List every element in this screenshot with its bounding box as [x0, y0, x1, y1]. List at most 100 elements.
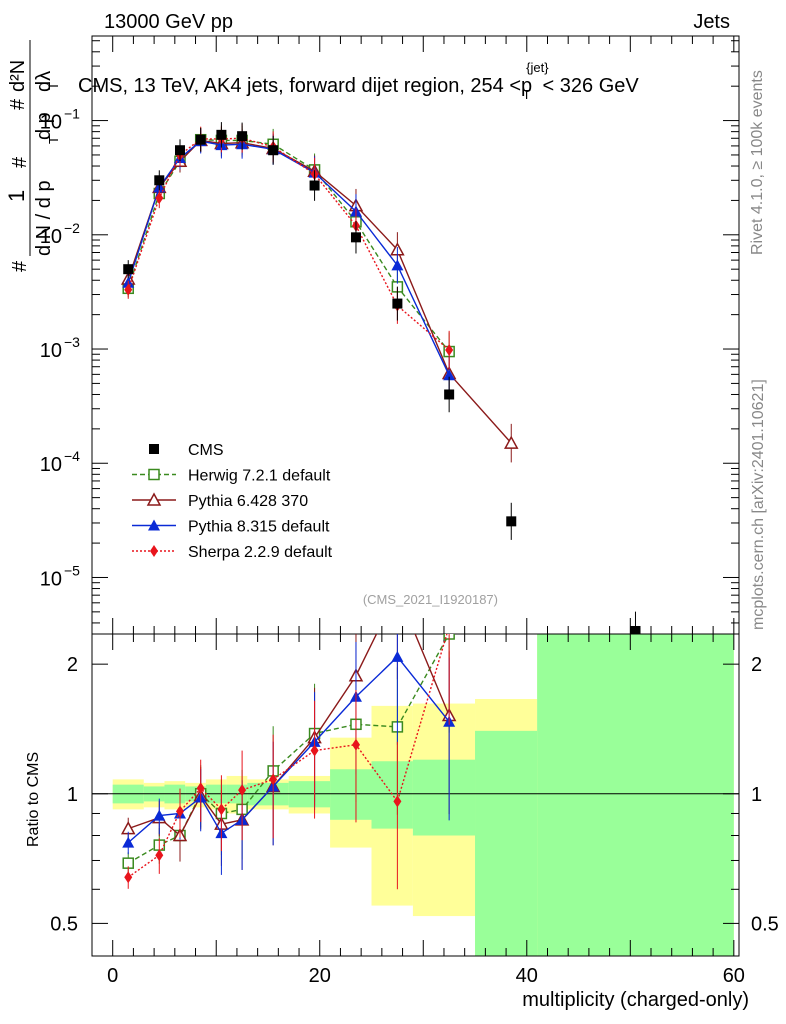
ylabel-dp-T: T — [46, 82, 61, 90]
series-pythia-8-315-default — [122, 128, 456, 395]
ratio-y-tick-label-right: 2 — [751, 654, 762, 676]
watermark-text: (CMS_2021_I1920187) — [363, 592, 498, 607]
data-point — [155, 191, 164, 204]
data-point — [392, 298, 403, 309]
ratio-y-tick-label-right: 0.5 — [751, 913, 779, 935]
main-panel: 10−510−410−310−210−1 CMS, 13 TeV, AK4 je… — [4, 35, 740, 635]
ylabel-one: 1 — [4, 190, 29, 202]
ratio-data-point — [155, 849, 164, 862]
x-tick-label: 0 — [107, 965, 118, 987]
x-tick-label: 40 — [516, 965, 538, 987]
main-title: CMS, 13 TeV, AK4 jets, forward dijet reg… — [78, 60, 639, 102]
main-y-tick-label: 10 — [40, 568, 62, 590]
ylabel-hash-3: # — [7, 98, 29, 110]
main-y-tick-label-exponent: −2 — [64, 220, 80, 236]
legend-entry-cms: CMS — [149, 442, 224, 459]
ylabel-hash: # — [9, 260, 31, 272]
energy-label: 13000 GeV pp — [104, 11, 233, 33]
legend-marker — [146, 492, 162, 506]
ratio-uncertainty-bands — [92, 634, 739, 956]
ratio-panel: 0.5 0.51 12 20 20 40 60 Ratio to CMS multiplic… — [25, 633, 779, 1011]
legend-marker — [149, 444, 159, 454]
data-point — [444, 389, 455, 400]
data-point — [503, 435, 519, 449]
data-point — [124, 283, 133, 296]
legend: CMS Herwig 7.2.1 default Pythia 6.428 370 P… — [132, 442, 333, 561]
data-point — [195, 134, 206, 145]
data-point — [350, 232, 361, 243]
main-y-tick-label-exponent: −4 — [64, 448, 80, 464]
ratio-data-point — [310, 744, 319, 757]
ylabel-dlambda: dλ — [33, 71, 55, 92]
data-point — [123, 264, 134, 275]
main-y-tick-label: 10 — [40, 226, 62, 248]
category-label: Jets — [693, 11, 730, 33]
rivet-version-text: Rivet 4.1.0, ≥ 100k events — [749, 70, 766, 255]
data-point — [216, 129, 227, 140]
ylabel-dp: d p — [33, 112, 55, 140]
main-axis-ticks — [92, 36, 739, 634]
legend-label: CMS — [188, 442, 224, 459]
legend-entry-pythia-6-428-370: Pythia 6.428 370 — [132, 492, 308, 510]
ratio-data-point — [124, 871, 133, 884]
legend-label: Pythia 8.315 default — [188, 519, 330, 536]
ratio-data-point — [269, 773, 278, 786]
main-y-tick-label: 10 — [40, 454, 62, 476]
ratio-data-point — [238, 784, 247, 797]
ratio-tick-labels: 0.5 0.51 12 20 20 40 60 — [50, 654, 779, 987]
main-title-sub: T — [523, 87, 531, 102]
series-pythia-6-428-370 — [120, 128, 519, 463]
ratio-data-point — [351, 738, 360, 751]
ratio-data-point — [175, 805, 184, 818]
stat-uncertainty-band — [537, 634, 734, 956]
main-y-tick-label-exponent: −3 — [64, 334, 80, 350]
ratio-data-point — [196, 782, 205, 795]
legend-entry-pythia-8-315-default: Pythia 8.315 default — [132, 519, 330, 536]
legend-label: Herwig 7.2.1 default — [188, 468, 331, 485]
series-line-sherpa-2-2-9-default — [127, 137, 450, 351]
main-y-tick-labels: 10−510−410−310−210−1 — [40, 106, 80, 591]
stat-uncertainty-band — [412, 759, 476, 836]
main-y-tick-label-exponent: −1 — [64, 106, 80, 122]
ratio-data-point — [391, 650, 404, 662]
stat-uncertainty-band — [371, 761, 413, 829]
ratio-data-point — [393, 795, 402, 808]
series-cms — [123, 122, 641, 634]
data-point — [445, 344, 454, 357]
series-sherpa-2-2-9-default — [124, 123, 454, 370]
ratio-data-point — [122, 836, 135, 848]
ylabel-dN: d N / d p — [33, 180, 55, 256]
data-point — [268, 145, 279, 156]
main-series-group — [120, 122, 641, 634]
ylabel-d2N: d²N — [7, 60, 29, 92]
ratio-y-tick-label-right: 1 — [751, 784, 762, 806]
ylabel-hash-2: # — [9, 156, 31, 168]
main-y-tick-label: 10 — [40, 340, 62, 362]
ratio-data-point — [217, 803, 226, 816]
main-y-tick-label: 10 — [40, 112, 62, 134]
main-y-tick-label-exponent: −5 — [64, 562, 80, 578]
stat-uncertainty-band — [330, 769, 372, 820]
data-point — [237, 131, 248, 142]
ratio-y-tick-label-left: 1 — [67, 784, 78, 806]
main-title-sup: {jet} — [526, 60, 549, 75]
data-point — [443, 369, 456, 381]
series-line-herwig-7-2-1-default — [127, 138, 450, 353]
ratio-y-tick-label-left: 0.5 — [50, 913, 78, 935]
main-title-prefix: CMS, 13 TeV, AK4 jets, forward dijet reg… — [78, 75, 532, 97]
legend-entry-sherpa-2-2-9-default: Sherpa 2.2.9 default — [132, 544, 333, 561]
legend-marker — [148, 468, 160, 481]
data-point — [174, 145, 185, 156]
data-point — [391, 259, 404, 271]
ylabel-dN-T: T — [46, 136, 61, 144]
ratio-y-axis-label: Ratio to CMS — [25, 752, 42, 847]
stat-uncertainty-band — [475, 730, 538, 956]
legend-entry-herwig-7-2-1-default: Herwig 7.2.1 default — [132, 468, 331, 485]
x-tick-label: 60 — [723, 965, 745, 987]
data-point-overflow — [630, 627, 641, 634]
ratio-series-sherpa-2-2-9-default — [124, 634, 450, 890]
legend-label: Pythia 6.428 370 — [188, 493, 308, 510]
ratio-y-tick-label-left: 2 — [67, 654, 78, 676]
data-point — [506, 516, 517, 527]
